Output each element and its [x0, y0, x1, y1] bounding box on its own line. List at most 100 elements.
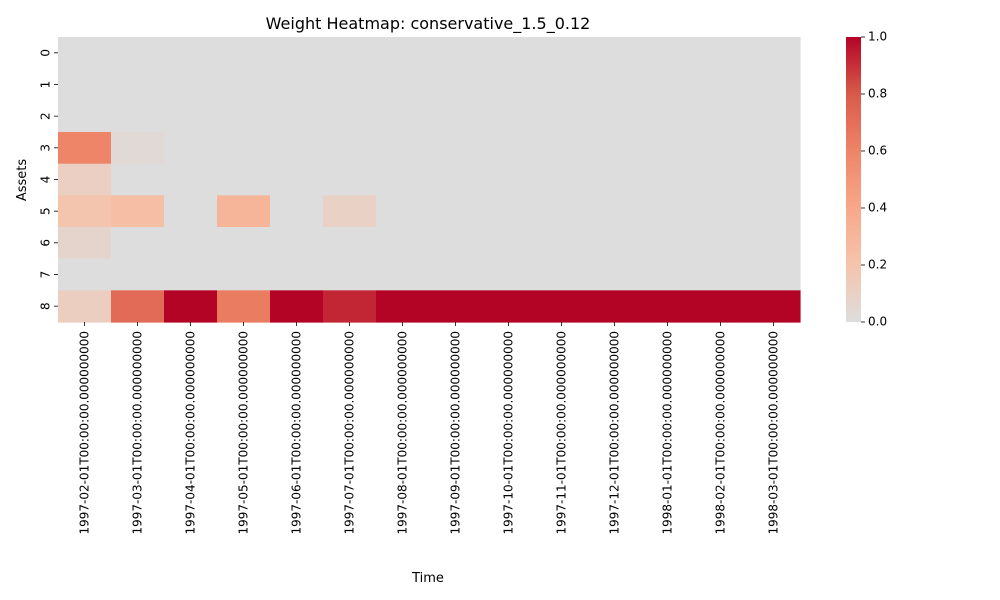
heatmap-cell-4-8	[482, 163, 536, 196]
heatmap-cell-0-8	[482, 37, 536, 70]
heatmap-cell-1-2	[164, 68, 218, 101]
heatmap-cell-6-9	[535, 227, 589, 260]
heatmap-cell-2-7	[429, 100, 483, 133]
y-tick-label: 3	[39, 144, 53, 152]
heatmap-cell-1-1	[111, 68, 165, 101]
heatmap-cell-8-10	[588, 290, 642, 323]
heatmap-cell-7-2	[164, 258, 218, 291]
heatmap-cell-4-12	[694, 163, 748, 196]
heatmap-cell-6-4	[270, 227, 324, 260]
y-tick-label: 7	[39, 271, 53, 279]
heatmap-cell-0-6	[376, 37, 430, 70]
heatmap-cell-7-4	[270, 258, 324, 291]
heatmap-cell-2-12	[694, 100, 748, 133]
heatmap-cell-8-13	[747, 290, 801, 323]
heatmap-cell-8-7	[429, 290, 483, 323]
x-tick-label: 1997-10-01T00:00:00.000000000	[502, 331, 516, 535]
heatmap-cell-4-7	[429, 163, 483, 196]
heatmap-cell-8-5	[323, 290, 377, 323]
heatmap-cell-6-10	[588, 227, 642, 260]
heatmap-cell-6-13	[747, 227, 801, 260]
heatmap-cell-2-5	[323, 100, 377, 133]
heatmap-cell-8-12	[694, 290, 748, 323]
heatmap-cell-4-0	[58, 163, 112, 196]
y-tick-label: 0	[39, 49, 53, 57]
heatmap-cell-0-3	[217, 37, 271, 70]
x-tick-label: 1997-06-01T00:00:00.000000000	[290, 331, 304, 535]
heatmap-cell-5-5	[323, 195, 377, 228]
heatmap-cell-4-2	[164, 163, 218, 196]
heatmap-cell-5-7	[429, 195, 483, 228]
heatmap-cell-2-2	[164, 100, 218, 133]
heatmap-cell-4-13	[747, 163, 801, 196]
heatmap-cell-8-3	[217, 290, 271, 323]
heatmap-cell-7-5	[323, 258, 377, 291]
heatmap-cell-1-3	[217, 68, 271, 101]
heatmap-cell-5-0	[58, 195, 112, 228]
heatmap-cell-5-13	[747, 195, 801, 228]
heatmap-cell-0-5	[323, 37, 377, 70]
heatmap-cell-7-9	[535, 258, 589, 291]
y-tick-label: 2	[39, 112, 53, 120]
y-axis-label: Assets	[15, 159, 30, 202]
colorbar-gradient	[846, 37, 861, 322]
heatmap-cell-6-8	[482, 227, 536, 260]
x-tick-label: 1997-04-01T00:00:00.000000000	[184, 331, 198, 535]
x-axis-label: Time	[411, 571, 444, 586]
heatmap-cell-6-7	[429, 227, 483, 260]
x-tick-label: 1998-01-01T00:00:00.000000000	[661, 331, 675, 535]
heatmap-cell-6-6	[376, 227, 430, 260]
colorbar: 0.0 0.2 0.4 0.6 0.8 1.0	[846, 30, 887, 329]
heatmap-cell-2-6	[376, 100, 430, 133]
heatmap-cell-2-9	[535, 100, 589, 133]
heatmap-cells	[58, 37, 801, 323]
heatmap-cell-5-6	[376, 195, 430, 228]
heatmap-cell-8-4	[270, 290, 324, 323]
heatmap-cell-7-8	[482, 258, 536, 291]
heatmap-cell-7-0	[58, 258, 112, 291]
x-tick-label: 1997-03-01T00:00:00.000000000	[131, 331, 145, 535]
heatmap-cell-3-6	[376, 132, 430, 165]
colorbar-tick-label: 1.0	[868, 30, 887, 44]
heatmap-cell-0-9	[535, 37, 589, 70]
x-tick-label: 1997-08-01T00:00:00.000000000	[396, 331, 410, 535]
heatmap-cell-2-0	[58, 100, 112, 133]
heatmap-cell-1-9	[535, 68, 589, 101]
x-axis: 1997-02-01T00:00:00.000000000 1997-03-01T…	[78, 322, 781, 535]
heatmap-cell-3-13	[747, 132, 801, 165]
heatmap-cell-8-8	[482, 290, 536, 323]
heatmap-cell-7-10	[588, 258, 642, 291]
heatmap-cell-4-5	[323, 163, 377, 196]
heatmap-cell-1-12	[694, 68, 748, 101]
heatmap-cell-3-1	[111, 132, 165, 165]
heatmap-cell-3-5	[323, 132, 377, 165]
heatmap-cell-3-12	[694, 132, 748, 165]
y-tick-label: 5	[39, 207, 53, 215]
heatmap-cell-3-2	[164, 132, 218, 165]
heatmap-cell-1-7	[429, 68, 483, 101]
heatmap-cell-6-0	[58, 227, 112, 260]
heatmap-cell-7-3	[217, 258, 271, 291]
x-tick-label: 1998-02-01T00:00:00.000000000	[714, 331, 728, 535]
heatmap-cell-2-10	[588, 100, 642, 133]
x-tick-label: 1998-03-01T00:00:00.000000000	[767, 331, 781, 535]
x-tick-label: 1997-12-01T00:00:00.000000000	[608, 331, 622, 535]
heatmap-cell-5-8	[482, 195, 536, 228]
heatmap-cell-1-13	[747, 68, 801, 101]
heatmap-cell-2-4	[270, 100, 324, 133]
colorbar-tick-label: 0.0	[868, 315, 887, 329]
heatmap-cell-4-3	[217, 163, 271, 196]
heatmap-cell-6-11	[641, 227, 695, 260]
heatmap-cell-1-5	[323, 68, 377, 101]
heatmap-cell-2-13	[747, 100, 801, 133]
heatmap-cell-3-9	[535, 132, 589, 165]
heatmap-cell-3-10	[588, 132, 642, 165]
heatmap-cell-8-11	[641, 290, 695, 323]
heatmap-cell-5-4	[270, 195, 324, 228]
chart-title: Weight Heatmap: conservative_1.5_0.12	[266, 14, 591, 34]
heatmap-cell-0-11	[641, 37, 695, 70]
y-axis: 0 1 2 3 4 5 6 7 8	[39, 49, 58, 310]
heatmap-cell-6-5	[323, 227, 377, 260]
heatmap-cell-1-11	[641, 68, 695, 101]
